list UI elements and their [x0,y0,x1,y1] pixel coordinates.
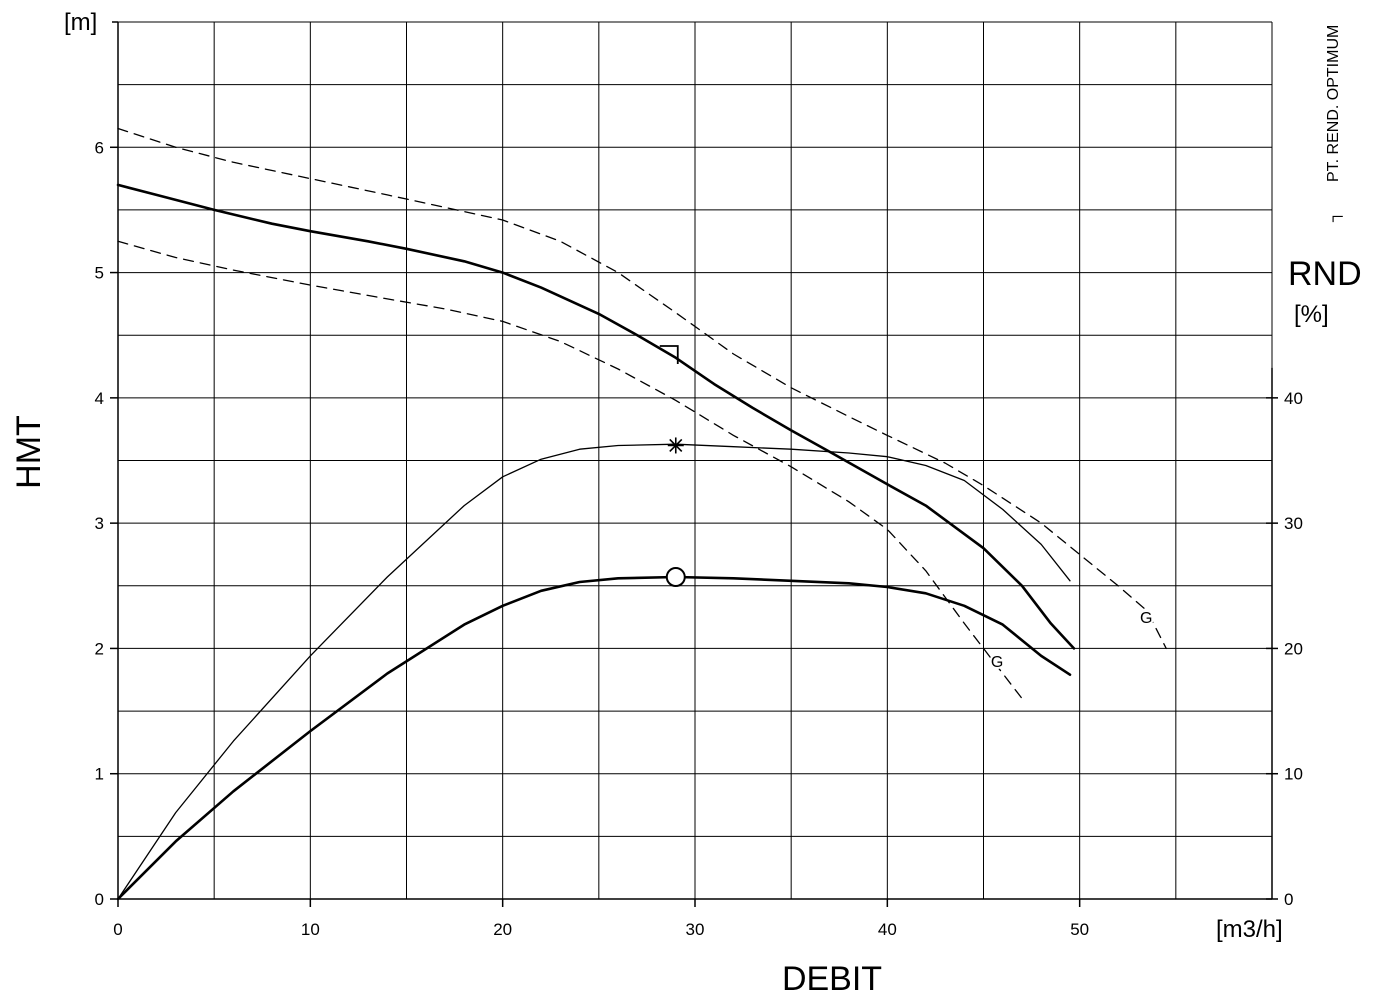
axes: 0 1 2 3 4 5 6 0 10 20 30 40 50 0 10 20 30 40 [95,21,1303,939]
x-tick-label: 20 [493,920,512,939]
curve-2 [117,127,1167,650]
x-tick-label: 0 [113,920,122,939]
optimum-legend-text: PT. REND. OPTIMUM [1325,25,1342,182]
right-axis-unit: [%] [1294,301,1329,328]
right-tick-label: 20 [1284,639,1303,658]
curve-4 [117,443,1071,900]
circle-marker [665,567,686,588]
left-tick-label: 1 [95,765,104,784]
right-tick-label: 30 [1284,514,1303,533]
curve-label-2: G [1140,610,1152,627]
left-axis-unit: [m] [64,9,97,36]
optimum-legend-symbol: ┐ [1325,211,1344,223]
labels: [m] [m3/h] DEBIT HMT RND [%] PT. REND. O… [10,9,1362,995]
x-tick-label: 40 [878,920,897,939]
left-axis-title: HMT [10,415,48,489]
star-stroke [669,438,683,453]
x-tick-label: 50 [1070,920,1089,939]
left-tick-label: 4 [95,389,104,408]
curve-5 [116,575,1072,901]
curve-label-3: G [991,654,1003,671]
star-marker [667,437,684,454]
x-axis-unit: [m3/h] [1216,916,1283,943]
markers [659,345,686,588]
right-tick-label: 0 [1284,890,1293,909]
right-tick-label: 10 [1284,765,1303,784]
curves: GG [116,127,1167,901]
x-tick-label: 10 [301,920,320,939]
optimum-marker [659,345,679,365]
x-tick-label: 30 [686,920,705,939]
left-tick-label: 0 [95,890,104,909]
left-tick-label: 2 [95,639,104,658]
x-axis-title: DEBIT [782,960,882,995]
curve-3 [117,240,1023,700]
curve-1 [116,183,1076,650]
left-tick-label: 3 [95,514,104,533]
right-axis-title: RND [1288,255,1362,293]
right-tick-label: 40 [1284,389,1303,408]
left-tick-label: 5 [95,264,104,283]
left-tick-label: 6 [95,138,104,157]
grid [117,21,1273,900]
